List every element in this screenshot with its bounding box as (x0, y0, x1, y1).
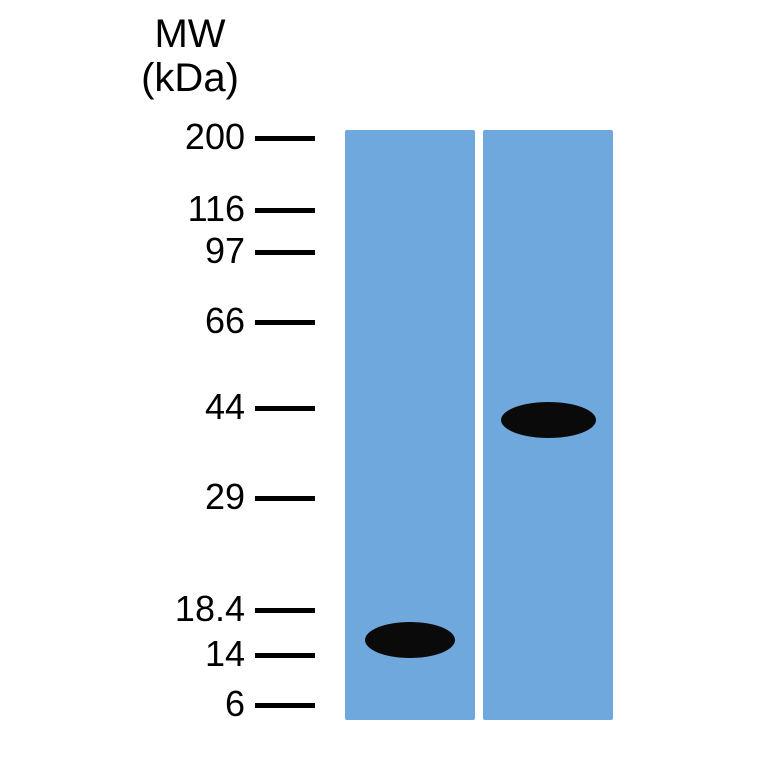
mw-tick (255, 136, 315, 141)
mw-tick (255, 208, 315, 213)
mw-label: 200 (135, 116, 245, 158)
mw-label: 14 (135, 633, 245, 675)
axis-title-line2: (kDa) (100, 56, 280, 101)
mw-label: 116 (135, 188, 245, 230)
band-lane-1 (365, 622, 455, 658)
band-lane-2 (501, 402, 596, 438)
mw-tick (255, 320, 315, 325)
mw-label: 44 (135, 386, 245, 428)
mw-tick (255, 406, 315, 411)
mw-label: 18.4 (135, 588, 245, 630)
mw-label: 6 (135, 683, 245, 725)
mw-tick (255, 608, 315, 613)
mw-tick (255, 496, 315, 501)
mw-label: 29 (135, 476, 245, 518)
mw-tick (255, 653, 315, 658)
mw-tick (255, 250, 315, 255)
mw-label: 66 (135, 300, 245, 342)
axis-title-line1: MW (100, 12, 280, 57)
mw-label: 97 (135, 230, 245, 272)
mw-tick (255, 703, 315, 708)
blot-canvas: MW (kDa) 200 11697 66 44 29 18.414 6 (0, 0, 764, 764)
